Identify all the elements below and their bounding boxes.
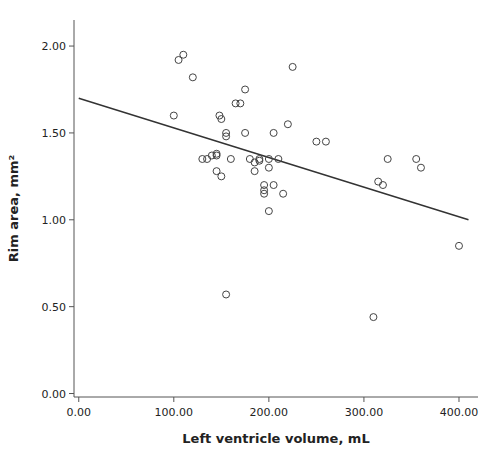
point [379, 182, 386, 189]
point [313, 138, 320, 145]
x-tick [363, 397, 364, 402]
point [284, 121, 291, 128]
point [242, 129, 249, 136]
x-tick [78, 397, 79, 402]
point [218, 173, 225, 180]
x-tick-label: 300.00 [345, 406, 384, 419]
point [251, 168, 258, 175]
y-tick-label: 0.00 [42, 388, 67, 401]
y-tick [69, 132, 74, 133]
y-axis-label: Rim area, mm² [6, 155, 21, 263]
y-tick-label: 1.00 [42, 214, 67, 227]
point [270, 129, 277, 136]
x-tick [173, 397, 174, 402]
point [413, 155, 420, 162]
point [455, 242, 462, 249]
y-tick-label: 2.00 [42, 40, 67, 53]
point [204, 155, 211, 162]
point [322, 138, 329, 145]
point [280, 190, 287, 197]
x-tick [458, 397, 459, 402]
y-tick-label: 1.50 [42, 127, 67, 140]
point [375, 178, 382, 185]
y-tick [69, 306, 74, 307]
point [265, 164, 272, 171]
x-tick-label: 400.00 [440, 406, 479, 419]
point [256, 155, 263, 162]
point [270, 182, 277, 189]
point [417, 164, 424, 171]
point [223, 133, 230, 140]
point [265, 155, 272, 162]
x-tick [268, 397, 269, 402]
point [261, 190, 268, 197]
point [246, 155, 253, 162]
y-tick [69, 46, 74, 47]
y-tick [69, 393, 74, 394]
point [223, 291, 230, 298]
plot-area [79, 51, 469, 320]
y-tick-label: 0.50 [42, 301, 67, 314]
x-axis-line [74, 397, 478, 398]
axes: 0.00 100.00 200.00 300.00 400.00 0.00 0.50 1.00… [42, 20, 479, 419]
point [189, 74, 196, 81]
regression-line [79, 98, 469, 220]
point [384, 155, 391, 162]
point [242, 86, 249, 93]
point [275, 155, 282, 162]
chart: 0.00 100.00 200.00 300.00 400.00 0.00 0.50 1.00… [0, 0, 500, 459]
point [227, 155, 234, 162]
x-tick-label: 200.00 [250, 406, 289, 419]
y-tick [69, 219, 74, 220]
point [180, 51, 187, 58]
point [218, 116, 225, 123]
x-tick-label: 0.00 [67, 406, 92, 419]
x-axis-label: Left ventricle volume, mL [182, 431, 369, 446]
point [213, 150, 220, 157]
scatter-points [170, 51, 462, 320]
point [237, 100, 244, 107]
point [170, 112, 177, 119]
y-axis-line [74, 20, 75, 397]
point [251, 159, 258, 166]
point [289, 63, 296, 70]
point [370, 314, 377, 321]
point [265, 208, 272, 215]
x-tick-label: 100.00 [155, 406, 194, 419]
